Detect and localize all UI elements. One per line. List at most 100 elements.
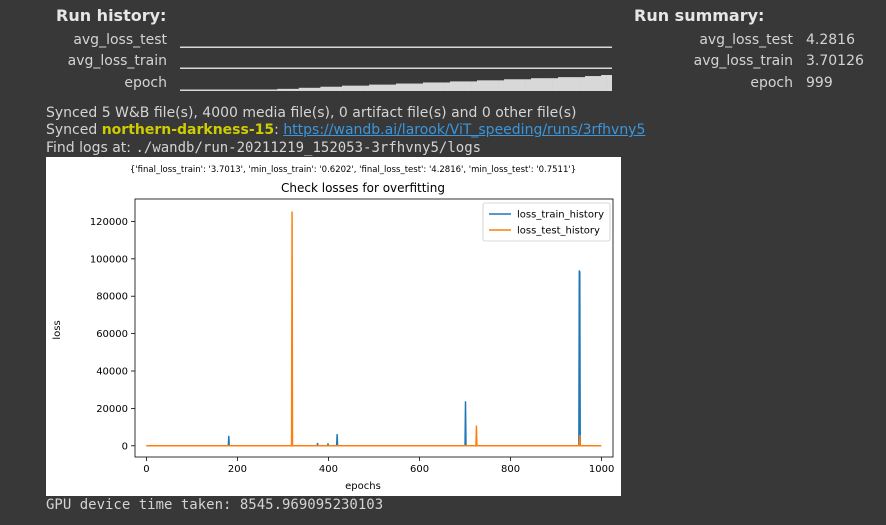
sparkline-bar bbox=[266, 67, 273, 69]
sparkline-bar bbox=[509, 46, 516, 48]
sparkline-bar bbox=[239, 46, 246, 48]
sparkline-bar bbox=[379, 84, 386, 91]
sparkline-bar bbox=[471, 67, 478, 69]
sparkline-bar bbox=[558, 46, 564, 48]
sparkline-bar bbox=[196, 89, 202, 91]
sparkline-bar bbox=[244, 46, 251, 48]
sparkline-bar bbox=[423, 67, 429, 69]
sparkline-bar bbox=[423, 82, 429, 91]
sparkline-bar bbox=[563, 46, 570, 48]
sparkline-bar bbox=[547, 46, 553, 48]
sparkline-bar bbox=[293, 46, 300, 48]
sparkline-bar bbox=[271, 89, 278, 91]
sparkline-bar bbox=[217, 46, 224, 48]
sparkline-bar bbox=[390, 46, 397, 48]
sparkline-bar bbox=[471, 81, 478, 91]
sparkline-bar bbox=[547, 78, 553, 91]
sparkline-bar bbox=[271, 46, 278, 48]
x-axis-label: epochs bbox=[345, 481, 381, 492]
sparkline-bar bbox=[298, 46, 305, 48]
summary-label-epoch: epoch bbox=[750, 75, 793, 91]
sparkline-bar bbox=[201, 46, 208, 48]
sparkline-bar bbox=[379, 46, 386, 48]
sparkline-bar bbox=[509, 67, 516, 69]
sparkline-bar bbox=[277, 88, 283, 91]
sparkline-bar bbox=[223, 67, 229, 69]
sparkline-bar bbox=[460, 46, 467, 48]
sparkline-bar bbox=[282, 46, 289, 48]
sparkline-bar bbox=[574, 46, 580, 48]
sparkline-bar bbox=[228, 46, 235, 48]
sparkline-bar bbox=[315, 87, 321, 91]
sparkline-bar bbox=[439, 46, 445, 48]
series-line-train bbox=[146, 270, 602, 447]
sparkline-bar bbox=[412, 46, 418, 48]
sparkline-bar bbox=[185, 46, 192, 48]
sparkline-bar bbox=[255, 67, 262, 69]
sparkline-bar bbox=[520, 67, 526, 69]
sparkline-bar bbox=[363, 85, 370, 91]
sparkline-bar bbox=[255, 46, 262, 48]
sparkline-bar bbox=[288, 46, 294, 48]
legend-label: loss_train_history bbox=[517, 210, 604, 221]
run-url-link[interactable]: https://wandb.ai/larook/ViT_speeding/run… bbox=[283, 122, 646, 138]
summary-label-avg-loss-train: avg_loss_train bbox=[693, 53, 793, 69]
sparkline-bar bbox=[309, 67, 316, 69]
sparkline-bar bbox=[455, 81, 462, 91]
sparkline-bar bbox=[261, 46, 267, 48]
sparkline-bar bbox=[396, 46, 402, 48]
sparkline-bar bbox=[298, 67, 305, 69]
sparkline-bar bbox=[595, 67, 602, 69]
sparkline-bar bbox=[190, 89, 197, 91]
sparkline-bar bbox=[590, 67, 597, 69]
sparkline-bar bbox=[347, 85, 354, 91]
y-tick-label: 40000 bbox=[96, 367, 128, 378]
sparkline-bar bbox=[320, 86, 327, 91]
sparkline-bar bbox=[347, 46, 354, 48]
sparkline-bar bbox=[212, 46, 219, 48]
sparkline-bar bbox=[325, 46, 332, 48]
sparkline-bar bbox=[261, 67, 267, 69]
gpu-time-line: GPU device time taken: 8545.969095230103 bbox=[46, 497, 384, 513]
sparkline-bar bbox=[234, 46, 240, 48]
sparkline-bar bbox=[552, 46, 559, 48]
sparkline-bar bbox=[217, 89, 224, 91]
sparkline-bar bbox=[288, 88, 294, 91]
y-tick-label: 20000 bbox=[96, 404, 128, 415]
sparkline-bar bbox=[190, 46, 197, 48]
sparkline-bar bbox=[574, 77, 580, 91]
sparkline-bar bbox=[595, 76, 602, 91]
sparkline-bar bbox=[363, 46, 370, 48]
sparkline-bar bbox=[563, 77, 570, 91]
run-colon: : bbox=[274, 122, 279, 138]
sparkline-bar bbox=[401, 67, 408, 69]
sparkline-bar bbox=[342, 85, 348, 91]
sparkline-bar bbox=[450, 81, 456, 91]
sparkline-bar bbox=[347, 67, 354, 69]
sparkline-bar bbox=[282, 88, 289, 91]
sparkline-bar bbox=[595, 46, 602, 48]
sparkline-bar bbox=[601, 75, 607, 91]
sparkline-bar bbox=[579, 77, 586, 91]
sparkline-bar bbox=[385, 46, 391, 48]
sparkline-bar bbox=[466, 46, 472, 48]
sparkline-bar bbox=[455, 46, 462, 48]
sparkline-bar bbox=[185, 67, 192, 69]
sparkline-bar bbox=[309, 87, 316, 91]
sparkline-bar bbox=[477, 46, 483, 48]
sparkline-bar bbox=[471, 46, 478, 48]
sparkline-bar bbox=[390, 84, 397, 91]
sparkline-bar bbox=[541, 67, 548, 69]
x-tick-label: 0 bbox=[143, 464, 149, 475]
sparkline-bar bbox=[369, 67, 375, 69]
sparkline-bar bbox=[541, 78, 548, 91]
sparkline-bar bbox=[223, 89, 229, 91]
sparkline-bar bbox=[428, 46, 435, 48]
sparkline-bar bbox=[358, 46, 364, 48]
sparkline-bar bbox=[401, 46, 408, 48]
sparkline-bar bbox=[385, 67, 391, 69]
y-axis-label: loss bbox=[52, 320, 63, 339]
sparkline-bar bbox=[250, 46, 256, 48]
sparkline-bar bbox=[412, 83, 418, 91]
chart-suptitle: {'final_loss_train': '3.7013', 'min_loss… bbox=[130, 165, 576, 175]
